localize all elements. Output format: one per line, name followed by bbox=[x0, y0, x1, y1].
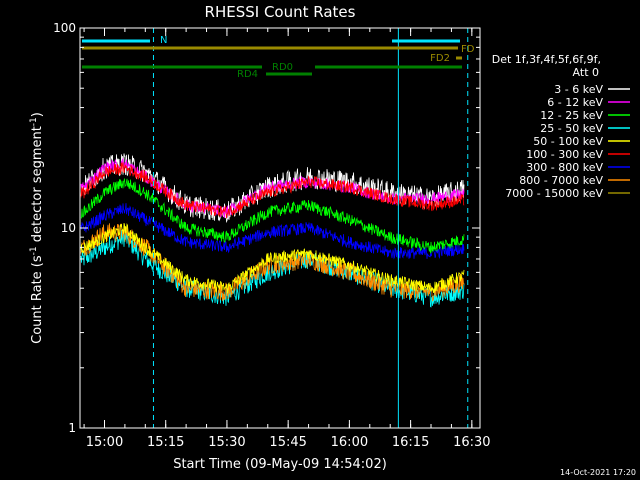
flags-layer: N FD FD2 RD0 RD4 bbox=[82, 35, 475, 80]
x-tick-label: 16:15 bbox=[392, 435, 429, 450]
series-line-4 bbox=[80, 222, 465, 294]
y-axis-label-sup2: -1 bbox=[29, 117, 39, 126]
y-tick-label: 10 bbox=[61, 221, 76, 235]
x-tick-label: 15:00 bbox=[86, 435, 123, 450]
series-line-0 bbox=[80, 153, 465, 224]
x-tick-label: 15:15 bbox=[147, 435, 184, 450]
x-tick-label: 16:30 bbox=[453, 435, 490, 450]
legend-label: 800 - 7000 keV bbox=[519, 174, 603, 187]
y-tick-label: 1 bbox=[68, 421, 76, 435]
series-line-6 bbox=[80, 203, 465, 260]
x-tick-label: 15:45 bbox=[269, 435, 306, 450]
legend-header-1: Det 1f,3f,4f,5f,6f,9f, bbox=[492, 53, 601, 66]
flag-label-fd2: FD2 bbox=[430, 53, 450, 64]
legend-label: 25 - 50 keV bbox=[540, 122, 603, 135]
legend-label: 50 - 100 keV bbox=[533, 135, 603, 148]
flag-label-rd0: RD0 bbox=[272, 62, 293, 73]
series-line-5 bbox=[80, 162, 465, 219]
legend-header-2: Att 0 bbox=[573, 66, 599, 79]
y-axis-label: Count Rate (s-1 detector segment-1) bbox=[29, 112, 45, 344]
y-axis-label-sup: -1 bbox=[29, 246, 39, 255]
x-tick-label: 15:30 bbox=[208, 435, 245, 450]
chart-title: RHESSI Count Rates bbox=[205, 3, 356, 21]
legend-label: 7000 - 15000 keV bbox=[505, 187, 603, 200]
series-layer bbox=[80, 153, 465, 308]
legend-label: 300 - 800 keV bbox=[526, 161, 603, 174]
y-axis-label-tail: detector segment bbox=[30, 126, 45, 246]
y-axis-label-end: ) bbox=[30, 112, 45, 117]
y-tick-label: 100 bbox=[53, 21, 76, 35]
flag-label-rd4: RD4 bbox=[237, 69, 258, 80]
y-axis-label-main: Count Rate (s bbox=[30, 255, 45, 344]
timestamp: 14-Oct-2021 17:20 bbox=[560, 468, 636, 477]
legend-label: 6 - 12 keV bbox=[547, 96, 603, 109]
series-line-7 bbox=[80, 223, 465, 302]
x-axis-label: Start Time (09-May-09 14:54:02) bbox=[173, 457, 387, 472]
x-tick-label: 16:00 bbox=[331, 435, 368, 450]
legend-label: 100 - 300 keV bbox=[526, 148, 603, 161]
legend-label: 12 - 25 keV bbox=[540, 109, 603, 122]
series-line-2 bbox=[80, 178, 465, 254]
flag-label-n: N bbox=[160, 35, 167, 46]
axes-layer: 15:00 15:15 15:30 15:45 16:00 16:15 16:30 1 10 10… bbox=[53, 21, 490, 450]
legend-label: 3 - 6 keV bbox=[554, 83, 603, 96]
flag-label-fd: FD bbox=[461, 44, 475, 55]
